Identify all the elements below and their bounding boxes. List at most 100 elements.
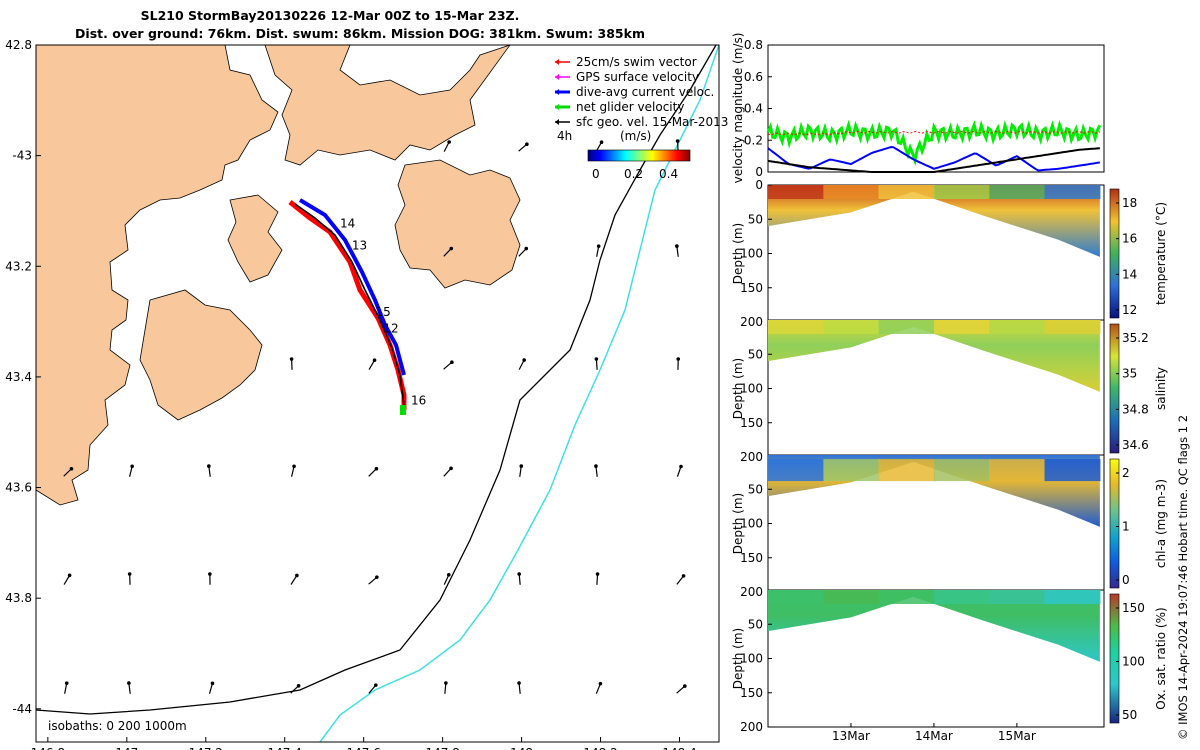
section-surface-block — [823, 459, 880, 482]
velocity-arrow-head — [676, 357, 681, 361]
legend-label: net glider velocity — [576, 100, 684, 114]
section-colorbar-label: 34.8 — [1122, 402, 1149, 416]
map-frame — [35, 44, 720, 743]
velocity-series-line — [767, 147, 1100, 173]
velocity-arrow — [676, 575, 685, 585]
isobath-lines — [36, 45, 719, 742]
map-latitude-ticks: 42.8 -43 43.2 43.4 43.6 43.8 -44 — [5, 38, 41, 716]
section-ytick-label: 150 — [740, 281, 763, 295]
legend-label: GPS surface velocity — [576, 70, 699, 84]
velocity-arrow-head — [450, 360, 454, 364]
section-field — [768, 590, 1100, 662]
land-north — [264, 45, 511, 166]
isobaths-label: isobaths: 0 200 1000m — [48, 719, 187, 733]
section-surface-block — [823, 320, 880, 334]
colorbar-gradient — [587, 149, 691, 162]
time-tick-label: 13Mar — [832, 729, 870, 743]
velocity-arrow-head — [594, 357, 599, 361]
velocity-arrow-head — [679, 464, 683, 469]
section-colorbar-label: 100 — [1122, 655, 1145, 669]
map-ytick-label: 43.6 — [5, 481, 32, 495]
map-xtick-label: 147.4 — [268, 746, 302, 750]
velocity-arrow-head — [127, 572, 132, 576]
day-label: 14 — [340, 217, 355, 231]
velocity-arrow-head — [67, 573, 72, 578]
velocity-arrow-head — [207, 464, 211, 468]
section-colorbar-title: temperature (°C) — [1154, 202, 1168, 305]
legend-arrowhead — [555, 74, 559, 80]
section-surface-block — [768, 185, 824, 199]
section-ylabel: Depth (m) — [731, 493, 745, 554]
section-ytick-label: 150 — [740, 551, 763, 565]
section-colorbar-label: 0 — [1122, 573, 1130, 587]
section-surface-block — [823, 185, 880, 199]
section-ytick-label: 150 — [740, 686, 763, 700]
map-ytick-label: 43.4 — [5, 370, 32, 384]
velocity-arrow-head — [449, 466, 453, 471]
section-surface-block — [823, 590, 880, 604]
section-field — [768, 320, 1100, 392]
velocity-arrow — [63, 574, 71, 585]
velocity-arrow-head — [446, 573, 451, 577]
colorbar-tick-0: 0 — [592, 167, 600, 181]
glider-track — [288, 198, 407, 415]
section-colorbar-title: Ox. sat. ratio (%) — [1154, 607, 1168, 709]
velocity-arrow-head — [210, 681, 215, 686]
land-island — [227, 194, 283, 283]
section-colorbar-title: salinity — [1154, 367, 1168, 410]
day-label: 12 — [383, 322, 398, 336]
velocity-arrow-head — [594, 464, 598, 468]
velocity-arrow — [518, 248, 527, 257]
speed-colorbar: 4h (m/s) 0 0.2 0.4 — [557, 129, 691, 181]
velocity-arrow — [443, 141, 450, 152]
net-velocity-mark — [400, 405, 406, 415]
section-colorbar-label: 34.6 — [1122, 438, 1149, 452]
velocity-arrow — [519, 466, 522, 477]
velocity-arrow-head — [517, 572, 521, 576]
velocity-ytick-label: 0 — [755, 165, 763, 179]
legend-arrowhead — [555, 104, 559, 110]
section-panel: 50 100 150 200 Depth (m) 0 1 2 chl-a (mg m-3) — [731, 454, 1168, 599]
section-panel: 50 100 150 200 Depth (m) 34.6 34.8 35 35.2 salini… — [731, 319, 1168, 464]
map-xtick-label: 146.8 — [31, 746, 65, 750]
day-label: 16 — [411, 394, 426, 408]
velocity-series-line — [767, 145, 1101, 172]
velocity-arrow-head — [375, 575, 379, 579]
section-surface-block — [1044, 459, 1101, 482]
colorbar-unit-label: (m/s) — [620, 129, 651, 143]
map-xtick-label: 147.8 — [425, 746, 459, 750]
land-areas — [36, 45, 521, 506]
section-surface-block — [878, 320, 935, 334]
section-colorbar-label: 16 — [1122, 232, 1137, 246]
section-ytick-label: 200 — [740, 720, 763, 734]
colorbar-tick-2: 0.4 — [659, 167, 678, 181]
section-surface-block — [1044, 185, 1101, 199]
section-colorbar-label: 150 — [1122, 601, 1145, 615]
section-colorbar-label: 35 — [1122, 367, 1137, 381]
map-xtick-label: 148.2 — [583, 746, 617, 750]
section-ytick-label: 200 — [740, 315, 763, 329]
velocity-arrow — [676, 685, 686, 694]
section-surface-block — [989, 459, 1046, 482]
legend-label: dive-avg current veloc. — [576, 85, 714, 99]
velocity-arrow — [518, 359, 525, 370]
day-label: 15 — [376, 305, 391, 319]
day-label: 13 — [352, 239, 367, 253]
velocity-arrow-head — [596, 244, 601, 248]
velocity-arrow-head — [598, 681, 603, 686]
section-ytick-label: 100 — [740, 652, 763, 666]
section-surface-block — [878, 590, 935, 604]
velocity-arrow-head — [449, 246, 454, 251]
velocity-arrow-head — [675, 139, 680, 143]
map-ytick-label: 43.2 — [5, 259, 32, 273]
section-surface-block — [989, 320, 1046, 334]
chart-title-line1: SL210 StormBay20130226 12-Mar 00Z to 15-… — [140, 8, 520, 23]
legend-arrowhead — [555, 119, 559, 125]
velocity-arrow — [291, 466, 295, 477]
section-ytick-label: 100 — [740, 517, 763, 531]
velocity-arrow-head — [289, 357, 294, 361]
legend-label: sfc geo. vel. 15-Mar-2013 — [576, 115, 728, 129]
map-ytick-label: -44 — [12, 702, 32, 716]
section-ytick-label: 100 — [740, 382, 763, 396]
